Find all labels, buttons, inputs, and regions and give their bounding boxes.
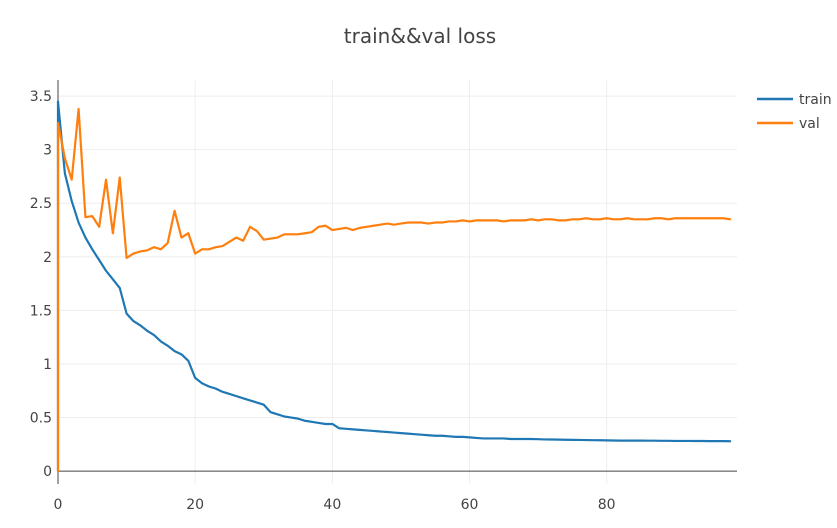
- x-tick-label: 80: [598, 497, 616, 513]
- y-tick-label: 1: [43, 357, 52, 373]
- y-tick-label: 0.5: [30, 411, 52, 427]
- y-tick-label: 0: [43, 464, 52, 480]
- legend-label-val: val: [799, 116, 820, 132]
- y-tick-label: 3.5: [30, 89, 52, 105]
- y-tick-label: 2.5: [30, 196, 52, 212]
- gridlines: [58, 80, 737, 484]
- legend: train val: [757, 92, 832, 132]
- y-tick-label: 1.5: [30, 303, 52, 319]
- legend-label-train: train: [799, 92, 832, 108]
- x-tick-label: 40: [323, 497, 341, 513]
- x-tick-label: 0: [54, 497, 63, 513]
- series-line-val: [56, 107, 732, 473]
- x-tick-label: 20: [186, 497, 204, 513]
- y-tick-label: 3: [43, 143, 52, 159]
- y-tick-label: 2: [43, 250, 52, 266]
- series-line-train: [56, 100, 732, 473]
- series-lines: [56, 100, 732, 473]
- chart-title: train&&val loss: [344, 24, 496, 48]
- x-tick-label: 60: [461, 497, 479, 513]
